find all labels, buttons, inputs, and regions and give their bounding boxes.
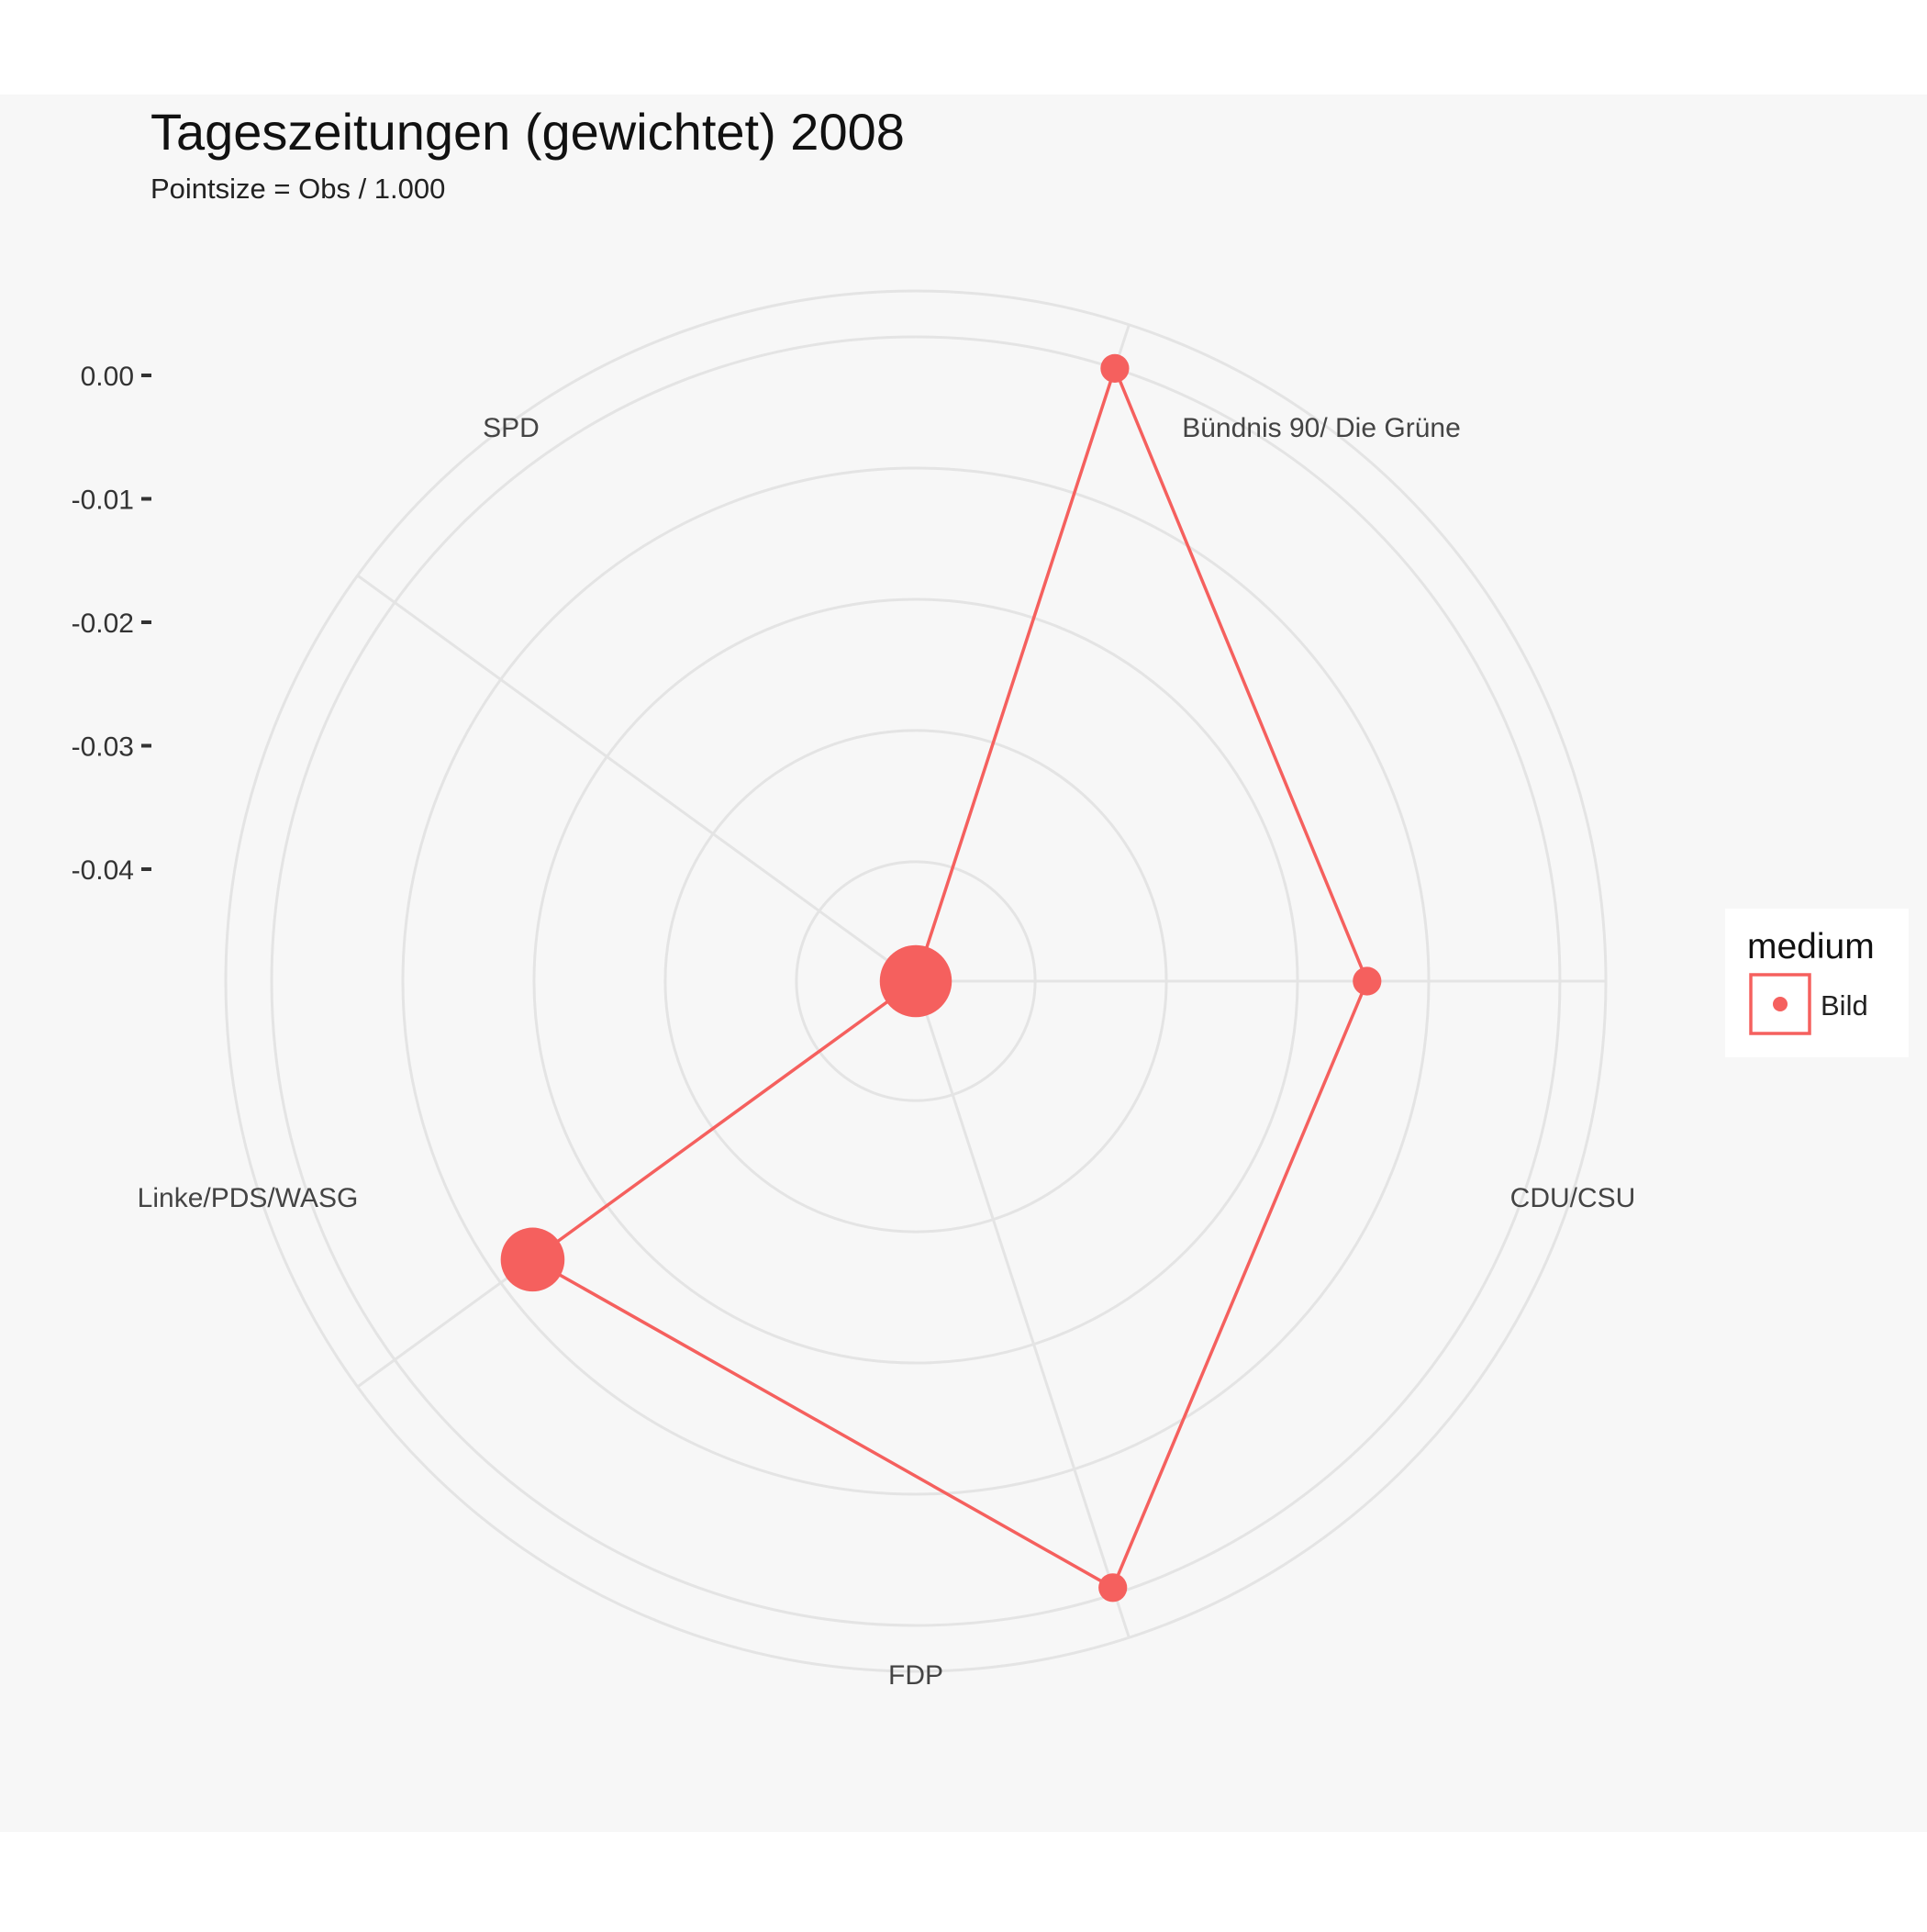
series-layer [500,353,1382,1603]
legend: medium Bild [1725,909,1909,1057]
data-point-1 [1100,353,1130,383]
data-point-0 [879,944,952,1018]
chart-subtitle: Pointsize = Obs / 1.000 [150,173,445,205]
plot-panel [0,95,1927,1832]
grid-spoke [914,980,1131,1638]
radial-axis: 0.00 -0.01 -0.02 -0.03 -0.04 [72,362,151,886]
category-label: Bündnis 90/ Die Grüne [1182,413,1461,443]
radial-tick-label: -0.02 [72,609,134,639]
data-point-4 [500,1227,565,1292]
radial-tick-label: -0.04 [72,855,134,886]
data-point-3 [1098,1573,1128,1603]
category-label: SPD [483,413,540,443]
series-line-bild [530,366,1369,1590]
data-point-2 [1353,966,1382,996]
grid-spoke [356,574,917,983]
radial-tick-label: -0.01 [72,486,134,516]
category-labels: SPD Bündnis 90/ Die Grüne CDU/CSU FDP Linke/… [138,413,1636,1691]
category-label: CDU/CSU [1510,1183,1636,1213]
legend-entry-bild: Bild [1821,989,1868,1022]
category-label: FDP [888,1660,943,1691]
chart-title: Tageszeitungen (gewichtet) 2008 [150,103,905,161]
category-label: Linke/PDS/WASG [138,1183,359,1213]
legend-title: medium [1747,927,1875,966]
legend-key-point [1773,997,1788,1011]
radial-tick-label: 0.00 [81,362,134,392]
radial-tick-label: -0.03 [72,732,134,763]
